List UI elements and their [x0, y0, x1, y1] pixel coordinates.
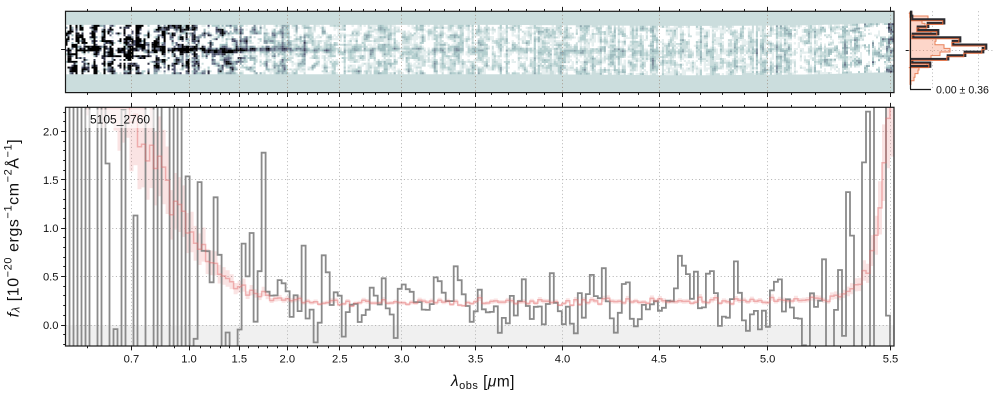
svg-text:fλ [10−20 ergs−1cm−2Å−1]: fλ [10−20 ergs−1cm−2Å−1] [2, 139, 22, 318]
svg-text:5.5: 5.5 [883, 353, 899, 365]
svg-text:3.5: 3.5 [468, 353, 484, 365]
svg-text:5.0: 5.0 [760, 353, 776, 365]
svg-text:1.0: 1.0 [43, 223, 59, 235]
svg-text:1.5: 1.5 [232, 353, 248, 365]
svg-text:0.7: 0.7 [124, 353, 140, 365]
svg-text:3.0: 3.0 [394, 353, 410, 365]
svg-text:2.0: 2.0 [280, 353, 296, 365]
svg-text:2.0: 2.0 [43, 126, 59, 138]
svg-text:1.5: 1.5 [43, 175, 59, 187]
svg-text:4.5: 4.5 [651, 353, 667, 365]
svg-text:0.00 ± 0.36: 0.00 ± 0.36 [936, 84, 989, 96]
svg-text:0.0: 0.0 [43, 320, 59, 332]
svg-text:5105_2760: 5105_2760 [90, 113, 150, 127]
svg-text:2.5: 2.5 [332, 353, 348, 365]
svg-text:0.5: 0.5 [43, 272, 59, 284]
svg-text:1.0: 1.0 [181, 353, 197, 365]
svg-text:4.0: 4.0 [555, 353, 571, 365]
svg-text:λobs [μm]: λobs [μm] [450, 373, 515, 392]
